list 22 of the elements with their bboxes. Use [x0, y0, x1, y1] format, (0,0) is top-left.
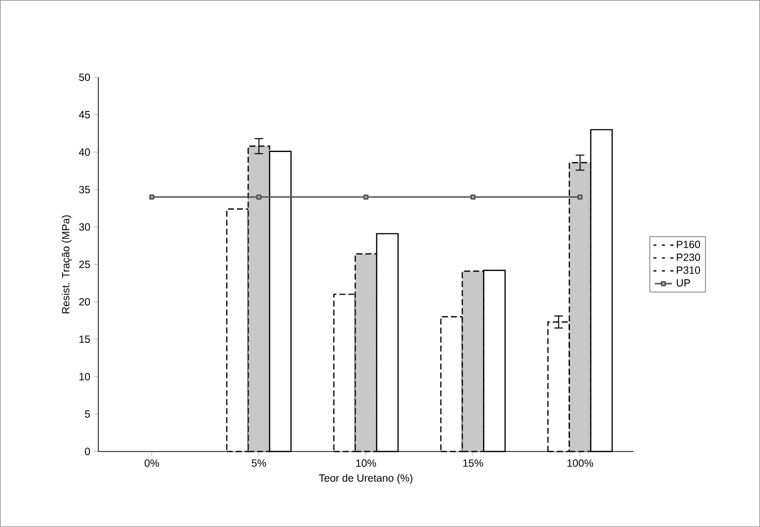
- y-tick-label: 5: [84, 410, 90, 418]
- x-tick-label: 0%: [144, 459, 160, 467]
- y-tick-label: 40: [78, 148, 90, 156]
- legend-label: P310: [676, 266, 700, 274]
- x-tick-label: 15%: [463, 459, 484, 467]
- y-tick-label: 50: [79, 74, 90, 82]
- y-tick-label: 10: [80, 373, 90, 380]
- y-axis-title: Resist. Tração (MPa): [62, 215, 72, 314]
- y-tick-label: 15: [80, 336, 90, 343]
- legend-label: UP: [676, 279, 690, 287]
- y-tick-label: 25: [79, 260, 90, 268]
- y-tick-label: 35: [79, 186, 90, 194]
- y-tick-label: 45: [78, 111, 90, 118]
- x-tick-label: 100%: [567, 459, 594, 467]
- y-tick-label: 0: [84, 448, 90, 456]
- x-tick-label: 10%: [356, 459, 376, 467]
- x-axis-title: Teor de Uretano (%): [319, 474, 412, 484]
- x-tick-label: 5%: [252, 459, 266, 467]
- y-tick-label: 30: [79, 223, 90, 231]
- legend-label: P160: [676, 240, 700, 248]
- legend-label: P230: [676, 254, 700, 262]
- y-tick-label: 20: [79, 298, 90, 306]
